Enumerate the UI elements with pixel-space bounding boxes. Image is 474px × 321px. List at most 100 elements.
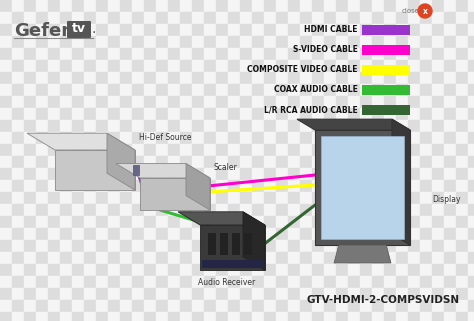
Text: tv: tv: [72, 22, 86, 36]
Bar: [456, 144, 468, 156]
Bar: [48, 48, 60, 60]
Bar: [444, 216, 456, 228]
Bar: [324, 12, 336, 24]
Bar: [276, 48, 288, 60]
Bar: [240, 264, 252, 276]
Bar: [252, 132, 264, 144]
Bar: [24, 168, 36, 180]
Bar: [60, 132, 72, 144]
Bar: [240, 108, 252, 120]
Bar: [324, 180, 336, 192]
Bar: [204, 156, 216, 168]
Bar: [252, 36, 264, 48]
Bar: [456, 168, 468, 180]
Bar: [324, 72, 336, 84]
Bar: [264, 312, 276, 321]
Bar: [0, 168, 12, 180]
Polygon shape: [297, 119, 410, 130]
Bar: [96, 204, 108, 216]
Bar: [84, 36, 96, 48]
Bar: [216, 0, 228, 12]
Bar: [384, 300, 396, 312]
Bar: [108, 192, 120, 204]
Bar: [360, 156, 372, 168]
Bar: [432, 276, 444, 288]
Bar: [36, 276, 48, 288]
Bar: [468, 228, 474, 240]
Bar: [312, 84, 324, 96]
Bar: [60, 252, 72, 264]
Bar: [132, 204, 144, 216]
Bar: [144, 192, 156, 204]
Bar: [288, 264, 300, 276]
Bar: [144, 48, 156, 60]
Bar: [108, 96, 120, 108]
Bar: [48, 72, 60, 84]
Bar: [228, 96, 240, 108]
Bar: [72, 252, 84, 264]
Polygon shape: [133, 165, 139, 175]
Bar: [444, 180, 456, 192]
Bar: [396, 72, 408, 84]
Bar: [108, 36, 120, 48]
Bar: [180, 84, 192, 96]
Bar: [372, 132, 384, 144]
Bar: [96, 72, 108, 84]
Bar: [0, 48, 12, 60]
Bar: [408, 0, 420, 12]
Bar: [408, 36, 420, 48]
Bar: [228, 72, 240, 84]
Bar: [240, 240, 252, 252]
Bar: [120, 108, 132, 120]
Bar: [132, 180, 144, 192]
Bar: [192, 240, 204, 252]
Bar: [336, 276, 348, 288]
Bar: [156, 72, 168, 84]
Bar: [36, 300, 48, 312]
Bar: [372, 24, 384, 36]
Bar: [264, 36, 276, 48]
Bar: [456, 288, 468, 300]
Bar: [192, 180, 204, 192]
Bar: [408, 276, 420, 288]
Bar: [408, 60, 420, 72]
Bar: [240, 192, 252, 204]
Bar: [408, 12, 420, 24]
Bar: [288, 36, 300, 48]
Bar: [420, 288, 432, 300]
Bar: [336, 84, 348, 96]
Bar: [252, 12, 264, 24]
Bar: [216, 252, 228, 264]
Bar: [156, 180, 168, 192]
Bar: [276, 96, 288, 108]
Bar: [60, 0, 72, 12]
Bar: [192, 0, 204, 12]
Bar: [0, 156, 12, 168]
Bar: [276, 180, 288, 192]
Bar: [420, 96, 432, 108]
Bar: [180, 60, 192, 72]
Bar: [300, 192, 312, 204]
Polygon shape: [244, 233, 252, 255]
Bar: [336, 12, 348, 24]
Bar: [336, 192, 348, 204]
Bar: [144, 36, 156, 48]
Bar: [48, 300, 60, 312]
Bar: [12, 96, 24, 108]
Bar: [252, 288, 264, 300]
Bar: [60, 12, 72, 24]
Bar: [72, 300, 84, 312]
Bar: [132, 84, 144, 96]
Text: COAX AUDIO CABLE: COAX AUDIO CABLE: [274, 85, 358, 94]
Bar: [360, 84, 372, 96]
Bar: [360, 276, 372, 288]
Bar: [60, 168, 72, 180]
Bar: [60, 48, 72, 60]
Bar: [216, 24, 228, 36]
Bar: [444, 264, 456, 276]
Bar: [216, 144, 228, 156]
Bar: [108, 180, 120, 192]
Bar: [216, 132, 228, 144]
Bar: [84, 216, 96, 228]
Bar: [192, 216, 204, 228]
